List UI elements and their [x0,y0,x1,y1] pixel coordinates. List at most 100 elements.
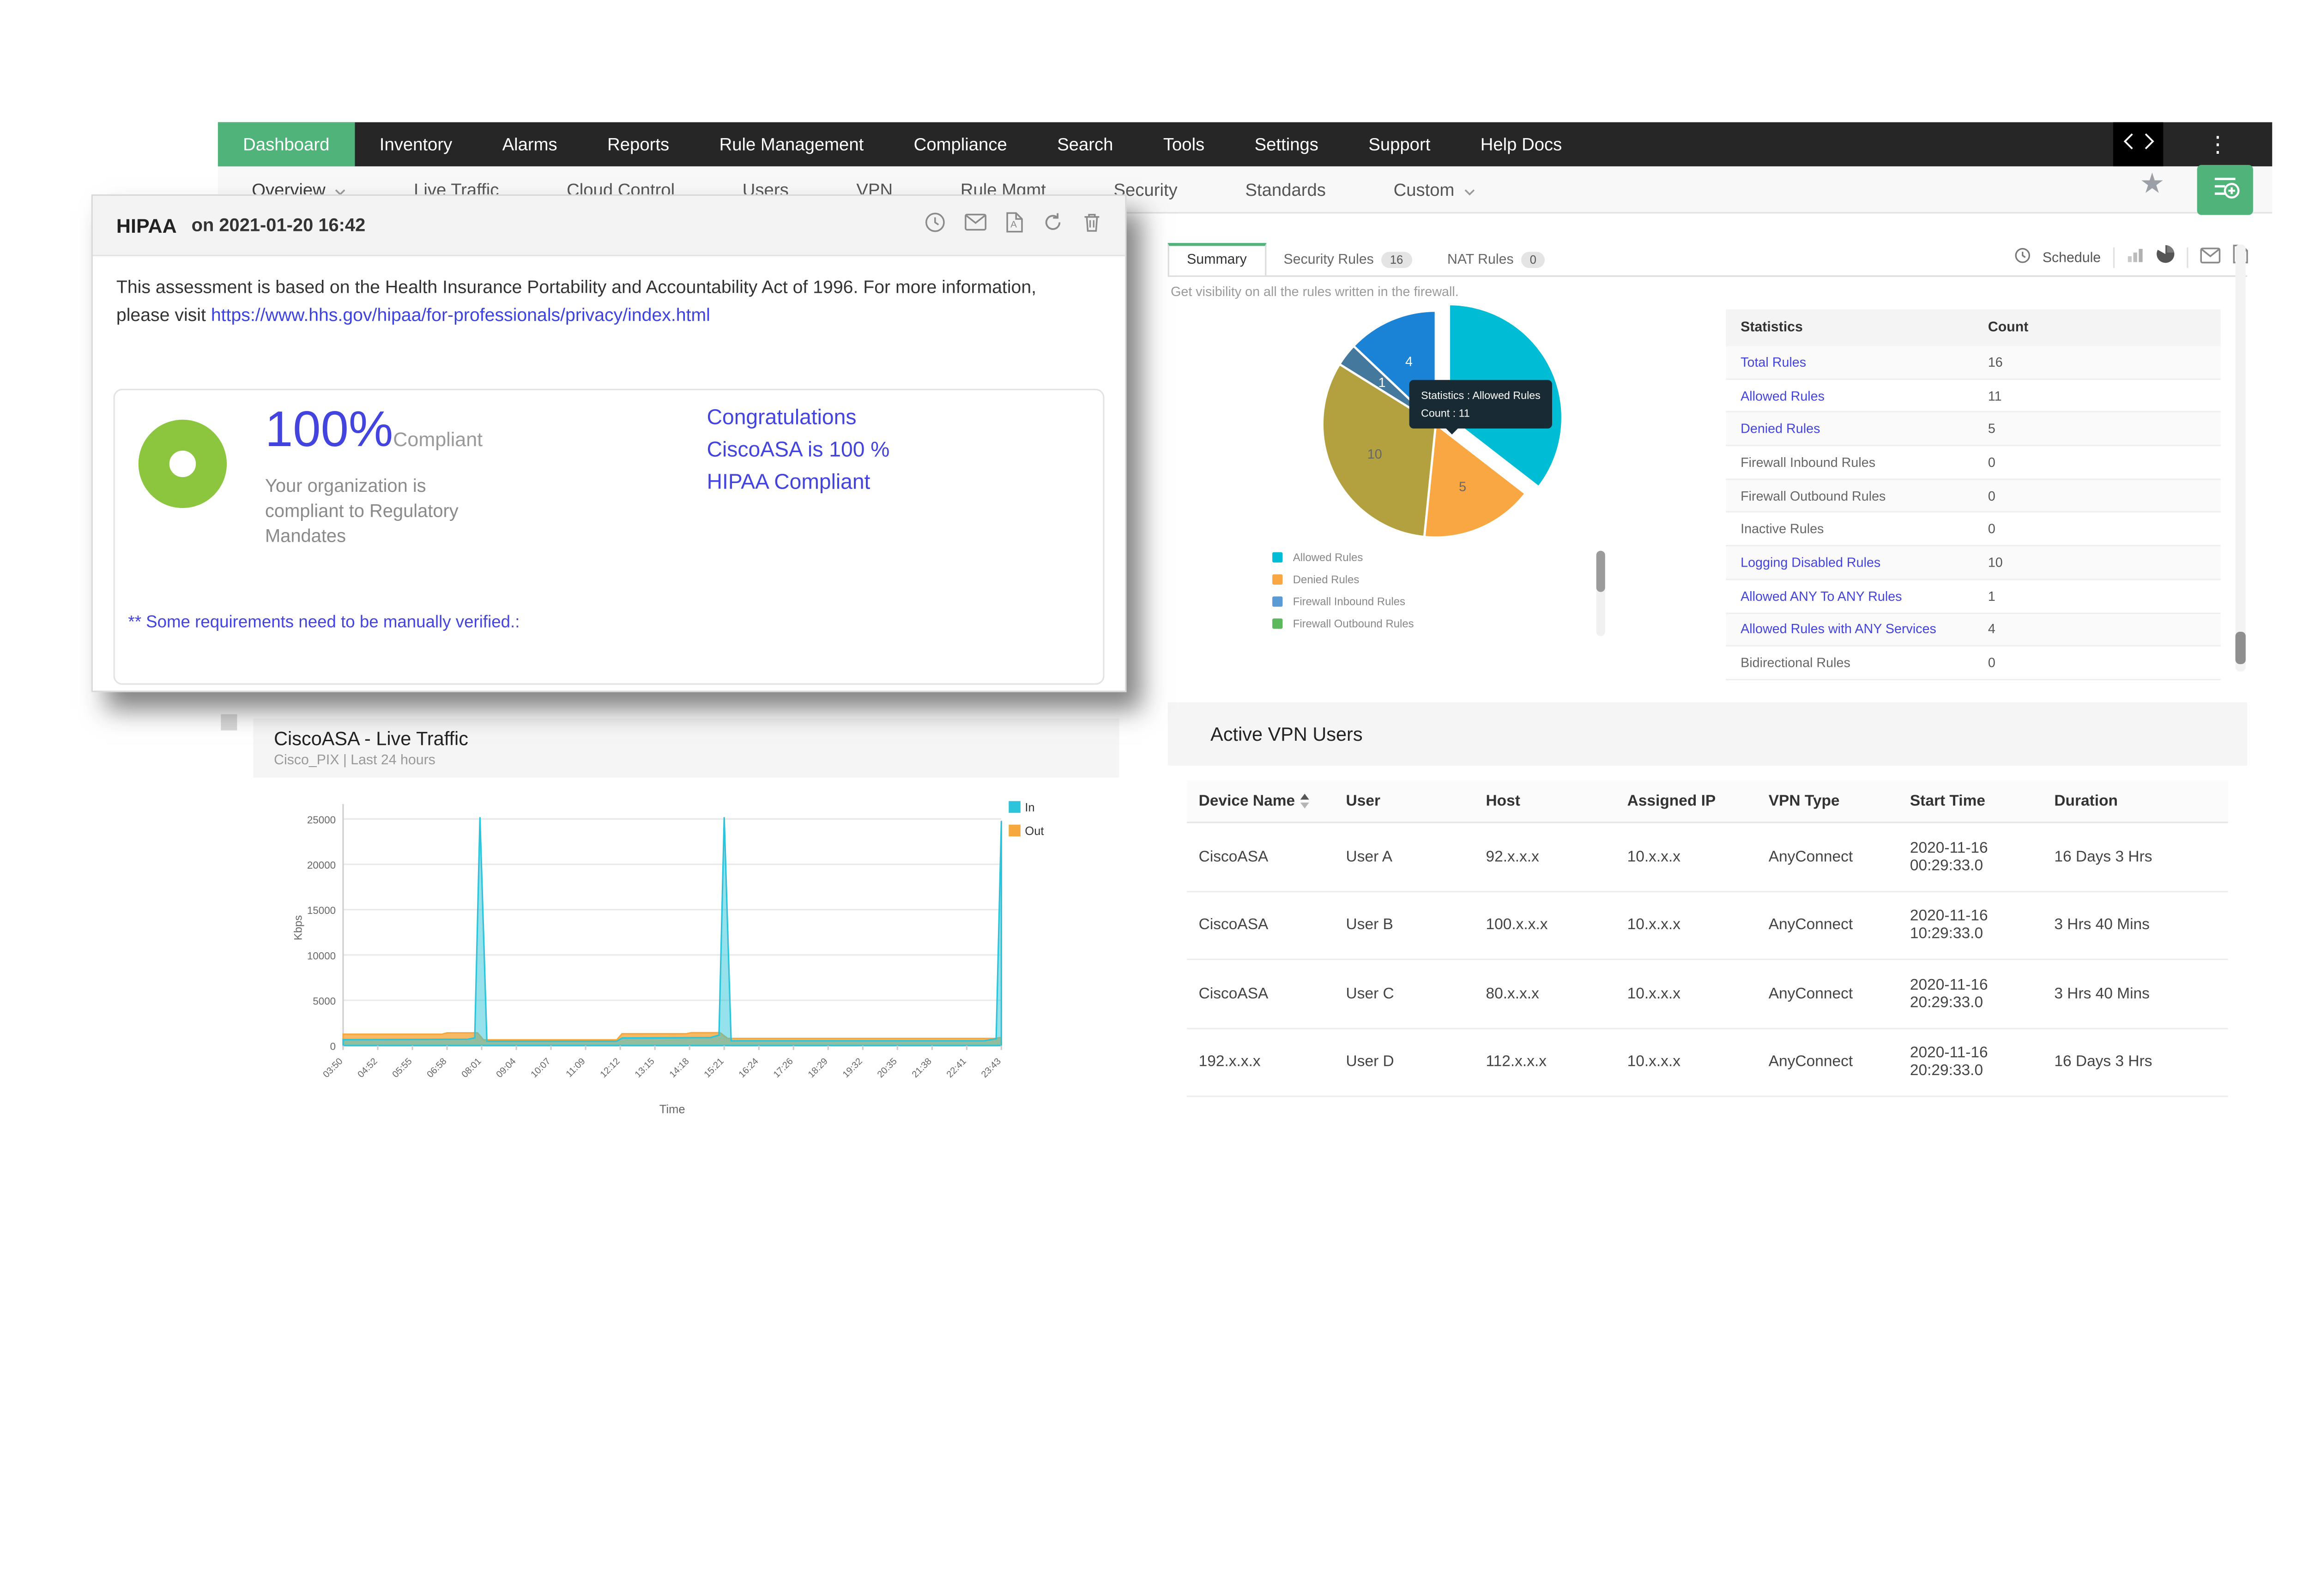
legend-item: Allowed Rules [1272,551,1414,564]
table-row[interactable]: CiscoASA User C 80.x.x.x 10.x.x.x AnyConnect… [1187,960,2228,1029]
stat-label[interactable]: Allowed Rules with ANY Services [1741,622,1936,637]
y-tick-label: 10000 [307,950,336,961]
subnav-item-custom[interactable]: Custom [1360,179,1509,200]
vpn-panel-title: Active VPN Users [1210,723,1363,745]
table-row: Logging Disabled Rules 10 [1726,546,2221,580]
tab-summary[interactable]: Summary [1167,243,1266,276]
start-date: 2020-11-16 [1910,907,1988,925]
vpn-panel-header: Active VPN Users [1167,702,2248,766]
stat-count: 5 [1988,421,1995,436]
x-tick-label: 18:29 [806,1056,830,1080]
add-dashboard-button[interactable] [2197,165,2253,215]
x-tick-label: 21:38 [910,1056,934,1080]
start-date: 2020-11-16 [1910,839,1988,857]
nav-item-rule-management[interactable]: Rule Management [719,134,864,155]
legend-swatch [1009,801,1021,813]
tab-badge: 0 [1521,252,1546,268]
x-tick-label: 23:43 [979,1056,1003,1080]
nav-item-alarms[interactable]: Alarms [502,134,557,155]
schedule-clock-icon[interactable] [2014,244,2031,271]
legend-swatch [1272,596,1283,607]
pie-slice-value: 10 [1367,447,1382,462]
x-tick-label: 12:12 [598,1056,622,1080]
nav-item-support[interactable]: Support [1368,134,1431,155]
bar-chart-icon[interactable] [2126,244,2143,271]
nav-item-search[interactable]: Search [1057,134,1113,155]
stat-label[interactable]: Denied Rules [1741,421,1820,436]
nav-item-tools[interactable]: Tools [1163,134,1205,155]
nav-scroll-arrows[interactable] [2113,122,2164,167]
live-traffic-subtitle: Cisco_PIX | Last 24 hours [274,752,435,769]
pie-slice-value: 4 [1405,355,1413,369]
vpn-col-header[interactable]: VPN Type [1757,792,1898,810]
table-row[interactable]: 192.x.x.x User D 112.x.x.x 10.x.x.x AnyConne… [1187,1028,2228,1097]
clock-icon[interactable] [925,212,946,240]
tab-nat-rules[interactable]: NAT Rules 0 [1430,246,1563,276]
vpn-col-header[interactable]: Duration [2043,792,2228,810]
tab-security-rules[interactable]: Security Rules 16 [1266,246,1429,276]
trash-icon[interactable] [1082,212,1101,240]
chevron-right-icon[interactable] [2143,131,2154,157]
table-row: Allowed Rules with ANY Services 4 [1726,613,2221,647]
favorite-star-icon[interactable]: ★ [2140,169,2165,200]
nav-item-settings[interactable]: Settings [1254,134,1318,155]
y-tick-label: 0 [330,1041,336,1052]
nav-item-help-docs[interactable]: Help Docs [1480,134,1562,155]
rules-pie-chart[interactable]: 1151014 [1269,295,1608,574]
kebab-menu-icon[interactable]: ⋮ [2206,132,2229,158]
table-row: Denied Rules 5 [1726,413,2221,447]
vpn-col-header[interactable]: Assigned IP [1615,792,1757,810]
nav-item-compliance[interactable]: Compliance [913,134,1007,155]
mail-icon[interactable] [965,212,987,238]
stat-label[interactable]: Logging Disabled Rules [1741,555,1881,570]
mail-icon[interactable] [2200,244,2220,271]
legend-scrollbar[interactable] [1596,550,1605,636]
vpn-col-header[interactable]: Device Name [1187,792,1334,810]
nav-item-dashboard[interactable]: Dashboard [218,122,355,167]
table-row[interactable]: CiscoASA User A 92.x.x.x 10.x.x.x AnyConnect… [1187,823,2228,892]
stat-label[interactable]: Allowed ANY To ANY Rules [1741,588,1902,604]
schedule-button[interactable]: Schedule [2042,249,2101,266]
divider [2186,247,2188,268]
legend-swatch [1272,618,1283,629]
chevron-left-icon[interactable] [2123,131,2133,157]
stat-label[interactable]: Total Rules [1741,354,1807,369]
vpn-users-table: Device Name User Host Assigned IP VPN Type St… [1187,780,2228,1097]
svg-text:A: A [1010,218,1017,229]
vpn-col-header[interactable]: User [1334,792,1474,810]
vpn-col-header-label: Duration [2054,792,2118,810]
nav-item-reports[interactable]: Reports [607,134,670,155]
pie-slice-denied-rules[interactable] [1423,422,1527,539]
vpn-cell-device: CiscoASA [1198,916,1269,934]
stat-count: 0 [1988,521,1995,537]
congrats-line: CiscoASA is 100 % [707,438,890,462]
statistics-header-label: Statistics [1741,319,1803,336]
table-row[interactable]: CiscoASA User B 100.x.x.x 10.x.x.x AnyConnec… [1187,892,2228,961]
stat-label: Firewall Inbound Rules [1741,455,1876,470]
vpn-cell-vpn_type: AnyConnect [1768,916,1853,934]
subnav-item-standards[interactable]: Standards [1211,179,1360,200]
nav-item-inventory[interactable]: Inventory [379,134,453,155]
x-tick-label: 09:04 [495,1056,518,1080]
live-traffic-chart[interactable]: 0 5000 10000 15000 20000 25000 03:50 04:52 05:55… [287,792,1053,1133]
pie-chart-icon[interactable] [2155,244,2174,271]
vpn-col-header[interactable]: Start Time [1898,792,2043,810]
legend-label: Denied Rules [1293,573,1360,586]
vpn-cell-host: 112.x.x.x [1486,1053,1547,1071]
vpn-col-header[interactable]: Host [1474,792,1615,810]
dialog-body: This assessment is based on the Health I… [93,256,1125,330]
hipaa-info-link[interactable]: https://www.hhs.gov/hipaa/for-profession… [211,305,710,326]
sort-icon[interactable] [1300,794,1310,809]
refresh-icon[interactable] [1043,212,1064,240]
legend-scrollbar-thumb[interactable] [1596,550,1605,592]
stat-label[interactable]: Allowed Rules [1741,388,1825,403]
legend-swatch [1009,824,1021,837]
pie-slice-value: 1 [1378,375,1386,390]
statistics-table-header: Statistics Count [1726,309,2221,346]
pdf-icon[interactable]: A [1006,212,1023,240]
vpn-cell-user: User A [1346,847,1393,866]
panel-scrollbar[interactable] [2235,244,2246,672]
x-tick-label: 13:15 [633,1056,657,1080]
x-tick-label: 20:35 [876,1056,899,1080]
panel-scrollbar-thumb[interactable] [2235,631,2246,665]
